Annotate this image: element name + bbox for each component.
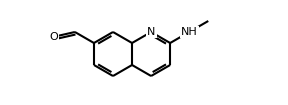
- Text: O: O: [49, 32, 58, 42]
- Text: NH: NH: [181, 27, 198, 37]
- Text: N: N: [147, 27, 155, 37]
